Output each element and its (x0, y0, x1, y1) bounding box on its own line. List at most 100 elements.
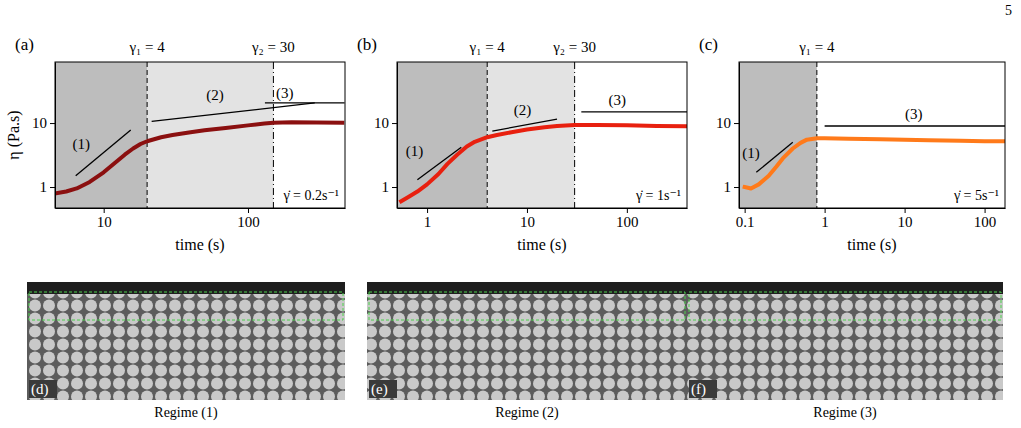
x-tick-mark (248, 208, 249, 213)
slope-guide (825, 125, 1005, 126)
plot-area (397, 62, 687, 208)
y-tick-mark (734, 123, 739, 124)
x-tick: 100 (974, 208, 997, 230)
image-letter: (d) (31, 381, 49, 398)
figure: 5 10 100 1 10 time (s) η (Pa.s) (a) γ₁ = 4 γ₂ = 3… (0, 0, 1021, 428)
y-tick: 1 (382, 179, 398, 195)
x-axis: 0.1110100 (736, 208, 1006, 230)
x-tick-mark (905, 208, 906, 213)
x-tick: 100 (616, 208, 639, 230)
x-tick: 1 (821, 208, 829, 230)
x-tick-mark (985, 208, 986, 213)
strain-marker (816, 62, 817, 208)
viscosity-curve (745, 138, 1005, 188)
x-tick-label: 10 (97, 214, 112, 230)
strain-marker (487, 62, 488, 208)
panel-letter: (b) (357, 35, 377, 54)
y-tick: 1 (724, 179, 740, 195)
y-tick-label: 10 (716, 115, 731, 131)
x-axis-title: time (s) (517, 236, 566, 254)
x-tick: 100 (237, 208, 260, 230)
strain-marker (273, 62, 274, 208)
panel-letter: (a) (15, 35, 34, 54)
strain-label: γ₂ = 30 (251, 39, 295, 55)
x-tick-label: 1 (821, 214, 829, 230)
x-axis-line (740, 208, 1006, 209)
shear-rate-label: γ̇ = 1s⁻¹ (635, 188, 681, 203)
y-axis: 1 10 (374, 63, 398, 209)
y-tick-mark (50, 187, 55, 188)
x-axis-line (398, 208, 688, 209)
regime-label: (3) (905, 106, 923, 123)
slope-guide (581, 111, 687, 112)
x-tick-mark (104, 208, 105, 213)
x-tick-label: 1 (424, 214, 432, 230)
panel: 0.1110100110time (s)(c)γ₁ = 4(1)(3)γ̇ = … (699, 35, 1006, 254)
regime-label: (3) (608, 92, 626, 109)
regime-label: (1) (742, 145, 760, 162)
highlight-box (689, 292, 1001, 320)
y-tick-label: 1 (724, 179, 732, 195)
x-axis-title: time (s) (175, 236, 224, 254)
y-axis-title: η (Pa.s) (5, 110, 23, 159)
image-caption: Regime (2) (495, 405, 559, 421)
y-tick-label: 10 (374, 115, 389, 131)
letter-ground (689, 380, 717, 398)
strain-label: γ₁ = 4 (469, 39, 506, 55)
y-axis-line (55, 63, 56, 209)
plot-area (739, 62, 1005, 208)
regime-shade (55, 62, 147, 208)
regime-shade (397, 62, 487, 208)
x-tick-mark (745, 208, 746, 213)
x-tick-label: 100 (974, 214, 997, 230)
photo (687, 282, 1003, 400)
regime-label: (3) (276, 85, 294, 102)
x-tick-mark (825, 208, 826, 213)
letter-ground (29, 380, 57, 398)
image-letter: (e) (371, 381, 388, 398)
x-tick-label: 0.1 (736, 214, 755, 230)
x-tick-mark (527, 208, 528, 213)
highlight-box (369, 292, 685, 320)
x-axis: 10 100 (56, 208, 346, 230)
regime-label: (1) (73, 136, 91, 153)
letter-ground (369, 380, 397, 398)
image-caption: Regime (3) (813, 405, 877, 421)
y-axis-line (397, 63, 398, 209)
plot-area (55, 62, 345, 208)
shear-rate-label: γ̇ = 0.2s⁻¹ (282, 188, 339, 203)
image-panel: (e) Regime (2) (367, 282, 687, 421)
y-tick: 10 (716, 115, 739, 131)
x-axis-line (56, 208, 346, 209)
x-tick-mark (427, 208, 428, 213)
plot-frame (739, 62, 1005, 208)
page-number: 5 (1005, 3, 1012, 18)
viscosity-curve (56, 122, 342, 193)
image-panel: (f) Regime (3) (687, 282, 1003, 421)
y-tick-mark (392, 123, 397, 124)
x-tick: 10 (97, 208, 112, 230)
y-axis-line (739, 63, 740, 209)
slope-guide (152, 103, 315, 121)
y-tick: 10 (374, 115, 397, 131)
y-axis: 110 (32, 63, 56, 209)
strain-marker (147, 62, 148, 208)
x-tick: 0.1 (736, 208, 755, 230)
plot-frame (55, 62, 345, 208)
x-tick-label: 100 (237, 214, 260, 230)
x-tick-mark (627, 208, 628, 213)
regime-label: (2) (206, 87, 224, 104)
image-letter: (f) (691, 381, 706, 398)
panel: 10100110time (s)η (Pa.s)(a)γ₁ = 4γ₂ = 30… (5, 35, 346, 254)
panel-letter: (c) (699, 35, 718, 54)
y-tick-mark (392, 187, 397, 188)
image-caption: Regime (1) (154, 405, 218, 421)
regime-label: (1) (406, 143, 424, 160)
highlight-box (29, 292, 343, 320)
y-tick-label: 1 (382, 179, 390, 195)
plot-frame (397, 62, 687, 208)
photo (27, 282, 345, 400)
x-tick: 1 (424, 208, 432, 230)
y-tick-label: 10 (32, 115, 47, 131)
strain-marker (574, 62, 575, 208)
